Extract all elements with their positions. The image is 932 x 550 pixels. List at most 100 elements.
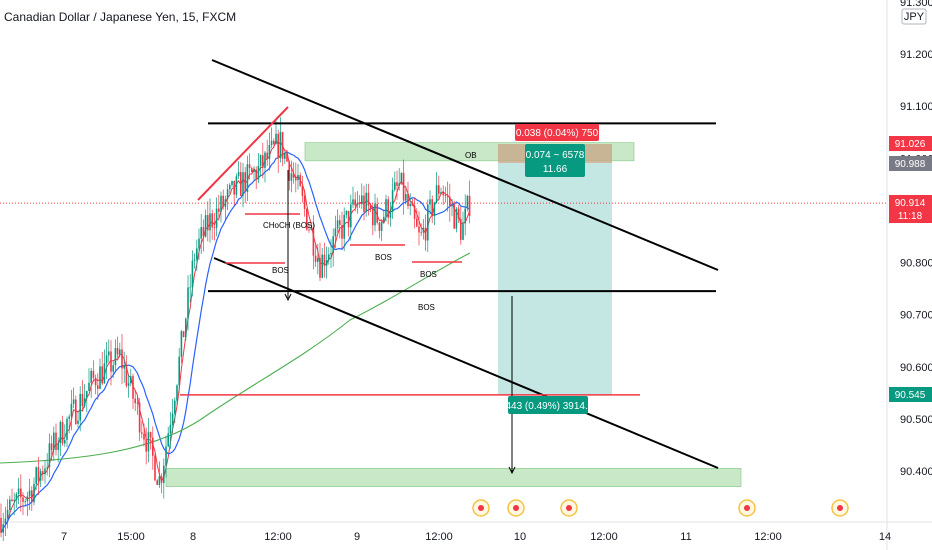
candle-body-89 <box>196 248 198 260</box>
currency-badge-box[interactable] <box>901 8 927 25</box>
candle-body-172 <box>378 222 381 231</box>
candle-body-19 <box>42 471 44 475</box>
candle-body-195 <box>429 199 431 205</box>
candle-body-23 <box>50 443 53 451</box>
candle-body-17 <box>37 467 40 481</box>
candle-body-57 <box>125 365 128 386</box>
candle-body-189 <box>416 218 418 227</box>
candle-body-158 <box>347 210 350 228</box>
candle-body-128 <box>281 132 284 159</box>
candle-body-179 <box>394 182 396 190</box>
candle-body-197 <box>433 202 436 217</box>
candle-body-116 <box>255 169 257 180</box>
candle-body-193 <box>424 227 427 241</box>
candle-body-46 <box>101 366 103 384</box>
price-tick-0: 91.300 <box>900 0 932 9</box>
candle-body-8 <box>17 488 20 495</box>
candle-body-69 <box>152 437 154 456</box>
time-tick-6: 10 <box>514 531 526 543</box>
candle-body-12 <box>26 496 29 502</box>
candle-body-40 <box>88 382 90 391</box>
stop-info-box <box>515 124 599 141</box>
price-tag-tag_grey: 90.988 <box>895 159 926 170</box>
candle-body-173 <box>380 221 383 231</box>
candle-body-85 <box>187 287 189 319</box>
time-tick-5: 12:00 <box>425 531 453 543</box>
candle-body-190 <box>418 226 420 233</box>
candle-body-141 <box>310 228 312 230</box>
candle-body-149 <box>328 254 330 261</box>
candle-body-204 <box>449 196 451 207</box>
candle-body-36 <box>79 393 81 421</box>
candle-body-71 <box>156 480 158 485</box>
candle-body-147 <box>323 254 326 266</box>
candle-body-198 <box>435 185 438 203</box>
rr-info-line1: 0.074 ~ 6578 <box>526 150 585 161</box>
time-tick-0: 7 <box>61 531 67 543</box>
candle-body-75 <box>165 446 167 466</box>
candle-body-129 <box>284 153 286 159</box>
candle-body-41 <box>90 370 92 383</box>
candle-body-6 <box>13 499 15 501</box>
candle-body-52 <box>114 348 117 366</box>
candle-body-1 <box>2 524 4 533</box>
candle-body-164 <box>361 195 363 205</box>
candle-body-119 <box>262 155 264 168</box>
bos-label-2: BOS <box>375 253 392 262</box>
candle-body-113 <box>248 164 251 169</box>
candle-body-73 <box>160 476 163 483</box>
price-tag-tag_timer: 11:18 <box>898 211 923 222</box>
candle-body-171 <box>376 203 378 223</box>
candle-body-133 <box>292 173 295 178</box>
candle-body-5 <box>11 499 13 501</box>
target-info-text: 0.443 (0.49%) 3914.47 <box>497 401 599 412</box>
candle-body-58 <box>127 383 130 386</box>
candle-body-53 <box>116 348 119 355</box>
candle-body-63 <box>138 402 141 433</box>
candle-body-200 <box>440 192 442 194</box>
candle-body-167 <box>367 192 370 206</box>
candle-body-136 <box>299 175 301 186</box>
target-info-box <box>508 396 588 414</box>
candle-body-82 <box>180 331 183 357</box>
candle-body-94 <box>207 215 209 231</box>
candle-body-64 <box>141 432 143 434</box>
candle-body-131 <box>288 161 290 181</box>
candle-body-45 <box>99 366 101 389</box>
candle-body-79 <box>174 400 176 414</box>
canada-flag-icon-dot-0 <box>478 505 484 511</box>
price-tag-tag_target: 90.545 <box>895 390 926 401</box>
candle-body-114 <box>251 168 253 173</box>
candle-body-160 <box>352 199 354 205</box>
drawings-layer[interactable] <box>180 59 719 475</box>
candle-body-111 <box>244 172 246 192</box>
candle-body-107 <box>235 176 238 195</box>
candle-body-209 <box>460 218 462 240</box>
candle-body-127 <box>279 132 282 159</box>
candle-body-87 <box>191 260 194 288</box>
target-arrowhead <box>508 466 516 475</box>
event-icon-dot-3 <box>744 505 750 511</box>
candle-body-122 <box>268 144 271 160</box>
candle-body-121 <box>266 152 268 160</box>
candle-body-26 <box>57 443 59 450</box>
event-icons-layer[interactable] <box>472 499 849 517</box>
candle-body-34 <box>75 399 77 424</box>
candle-body-187 <box>411 203 414 206</box>
ma-blue-line <box>0 151 470 533</box>
candle-body-177 <box>389 211 392 218</box>
price-tick-9: 90.400 <box>900 466 932 478</box>
candle-body-106 <box>233 180 235 195</box>
candle-body-105 <box>231 180 233 185</box>
candle-body-68 <box>149 432 152 438</box>
candle-body-38 <box>83 398 86 407</box>
candle-body-123 <box>270 140 273 145</box>
candle-body-140 <box>308 229 310 231</box>
price-tick-5: 90.800 <box>900 258 932 270</box>
price-tag-box-tag_top <box>889 136 932 151</box>
candle-body-77 <box>169 424 172 434</box>
candle-body-37 <box>81 393 84 407</box>
canada-flag-icon-dot-4 <box>837 505 843 511</box>
candle-body-130 <box>286 153 288 162</box>
